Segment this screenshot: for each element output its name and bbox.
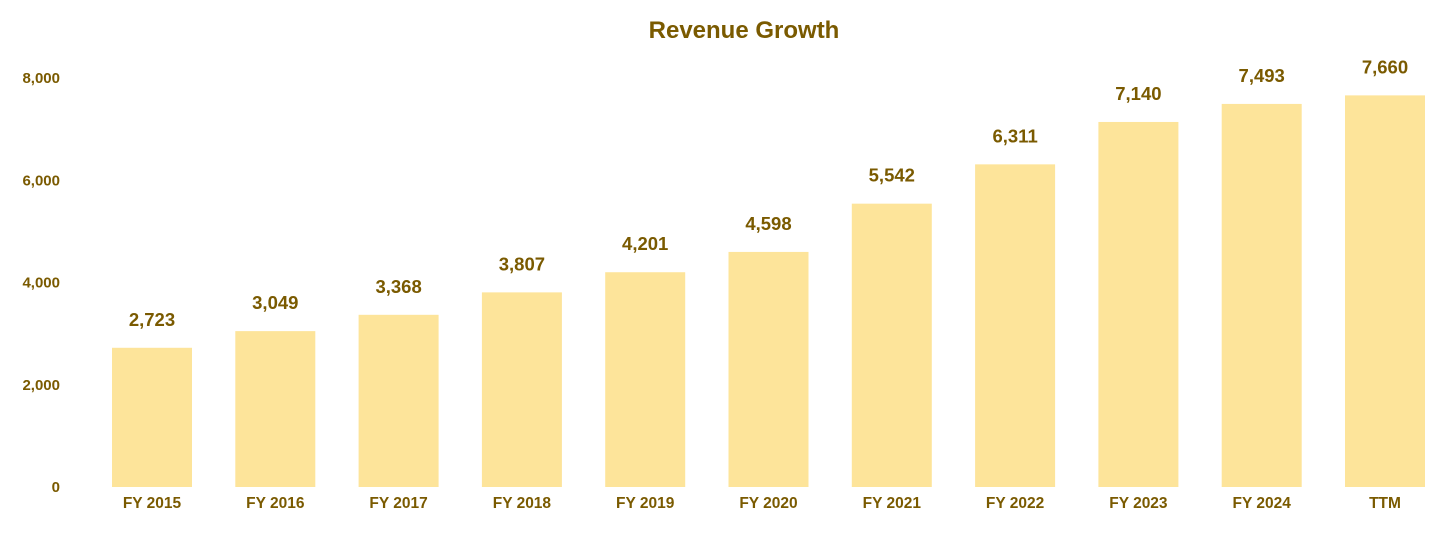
y-axis: 0 2,000 4,000 6,000 8,000 <box>22 70 60 496</box>
x-tick-label: FY 2018 <box>493 495 552 512</box>
bar <box>1345 95 1425 487</box>
bar-value-label: 7,140 <box>1115 83 1161 104</box>
bar <box>975 164 1056 487</box>
y-tick-label: 6,000 <box>22 172 60 189</box>
y-tick-label: 8,000 <box>22 70 60 87</box>
x-tick-label: FY 2021 <box>863 495 922 512</box>
bar <box>728 251 809 487</box>
y-tick-label: 2,000 <box>22 377 60 394</box>
x-tick-label: FY 2015 <box>123 495 182 512</box>
bar <box>851 203 932 487</box>
bar <box>112 347 192 487</box>
x-tick-label: FY 2016 <box>246 495 305 512</box>
bar <box>481 292 562 487</box>
bar <box>235 331 316 487</box>
value-labels: 2,723 3,049 3,368 3,807 4,201 4,598 5,542 6,311… <box>129 56 1408 329</box>
x-tick-label: FY 2024 <box>1233 495 1292 512</box>
bar-value-label: 2,723 <box>129 309 175 330</box>
x-axis: FY 2015 FY 2016 FY 2017 FY 2018 FY 2019 FY 20… <box>123 495 1401 512</box>
bar <box>1221 103 1302 487</box>
bars <box>112 95 1425 487</box>
bar-value-label: 7,660 <box>1362 56 1408 77</box>
bar <box>605 272 686 487</box>
bar-value-label: 3,049 <box>252 292 298 313</box>
bar-value-label: 4,201 <box>622 233 668 254</box>
bar-value-label: 5,542 <box>869 165 915 186</box>
x-tick-label: FY 2017 <box>369 495 427 512</box>
bar <box>1098 121 1179 487</box>
x-tick-label: FY 2020 <box>739 495 797 512</box>
y-tick-label: 4,000 <box>22 275 60 292</box>
bar-value-label: 4,598 <box>745 213 791 234</box>
chart-title: Revenue Growth <box>649 17 840 44</box>
y-tick-label: 0 <box>52 479 60 496</box>
bar-value-label: 7,493 <box>1239 65 1285 86</box>
x-tick-label: FY 2023 <box>1109 495 1168 512</box>
bar-value-label: 3,368 <box>375 276 421 297</box>
bar-value-label: 6,311 <box>992 125 1037 146</box>
bar <box>358 314 439 487</box>
x-tick-label: TTM <box>1369 495 1401 512</box>
bar-value-label: 3,807 <box>499 253 545 274</box>
x-tick-label: FY 2022 <box>986 495 1044 512</box>
x-tick-label: FY 2019 <box>616 495 675 512</box>
